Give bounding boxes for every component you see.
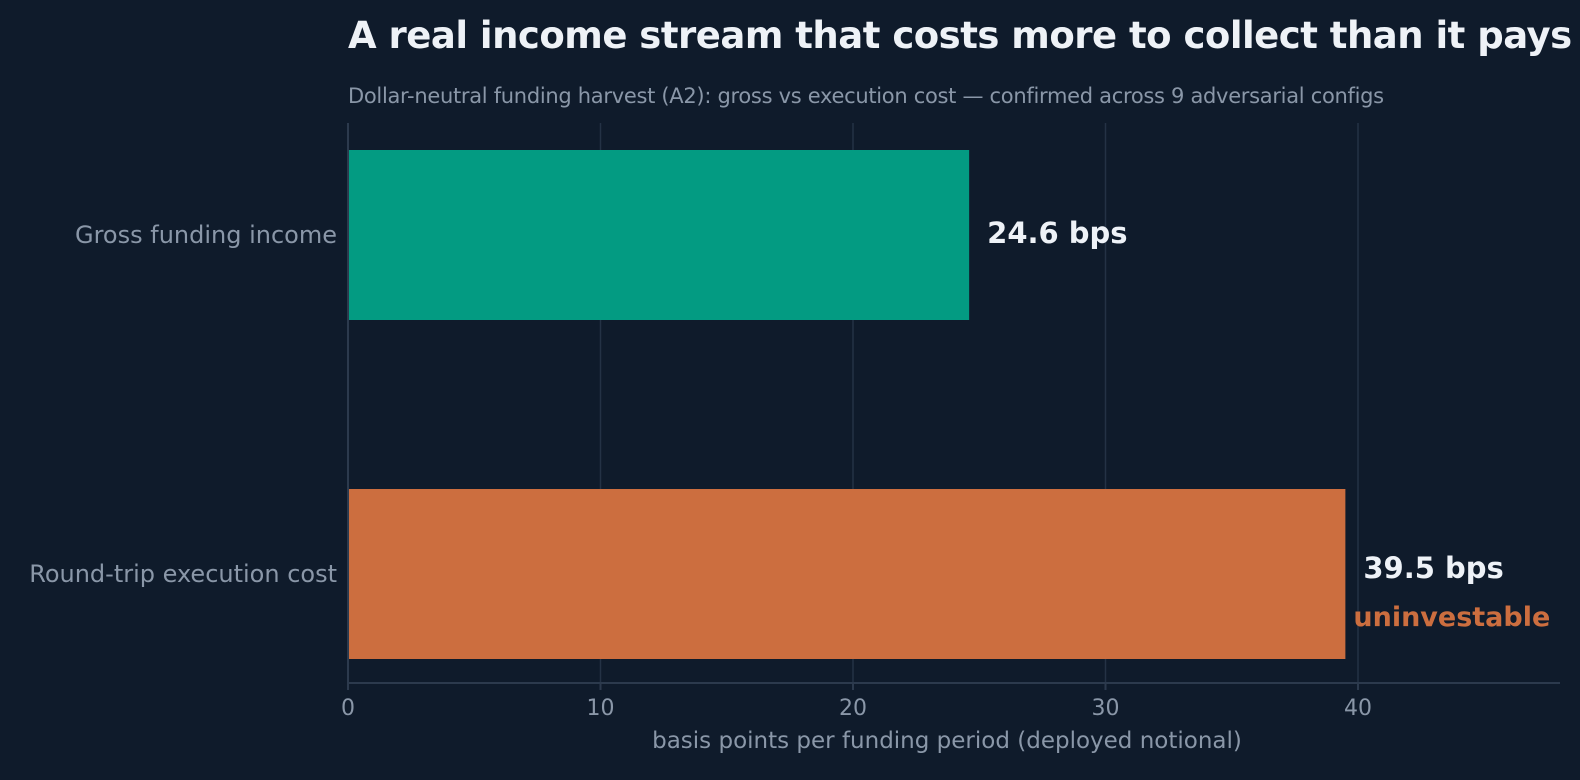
bars [348, 150, 1346, 659]
chart-subtitle: Dollar-neutral funding harvest (A2): gro… [348, 84, 1384, 108]
x-tick-label: 0 [341, 696, 355, 721]
x-tick-label: 20 [839, 696, 867, 721]
category-label: Gross funding income [75, 221, 337, 249]
value-label: 39.5 bps [1363, 551, 1503, 585]
chart-title: A real income stream that costs more to … [348, 14, 1572, 57]
labels: Gross funding income 24.6 bps Round-trip e… [29, 216, 1550, 754]
x-axis-title: basis points per funding period (deploye… [652, 728, 1242, 754]
bar-2 [348, 489, 1346, 659]
bar-1 [348, 150, 970, 320]
value-label: 24.6 bps [987, 216, 1127, 250]
axes [347, 123, 1560, 690]
x-tick-label: 40 [1344, 696, 1372, 721]
category-label: Round-trip execution cost [29, 560, 337, 588]
x-tick-label: 10 [587, 696, 615, 721]
x-tick-label: 30 [1092, 696, 1120, 721]
annotation-label: uninvestable [1353, 602, 1550, 633]
